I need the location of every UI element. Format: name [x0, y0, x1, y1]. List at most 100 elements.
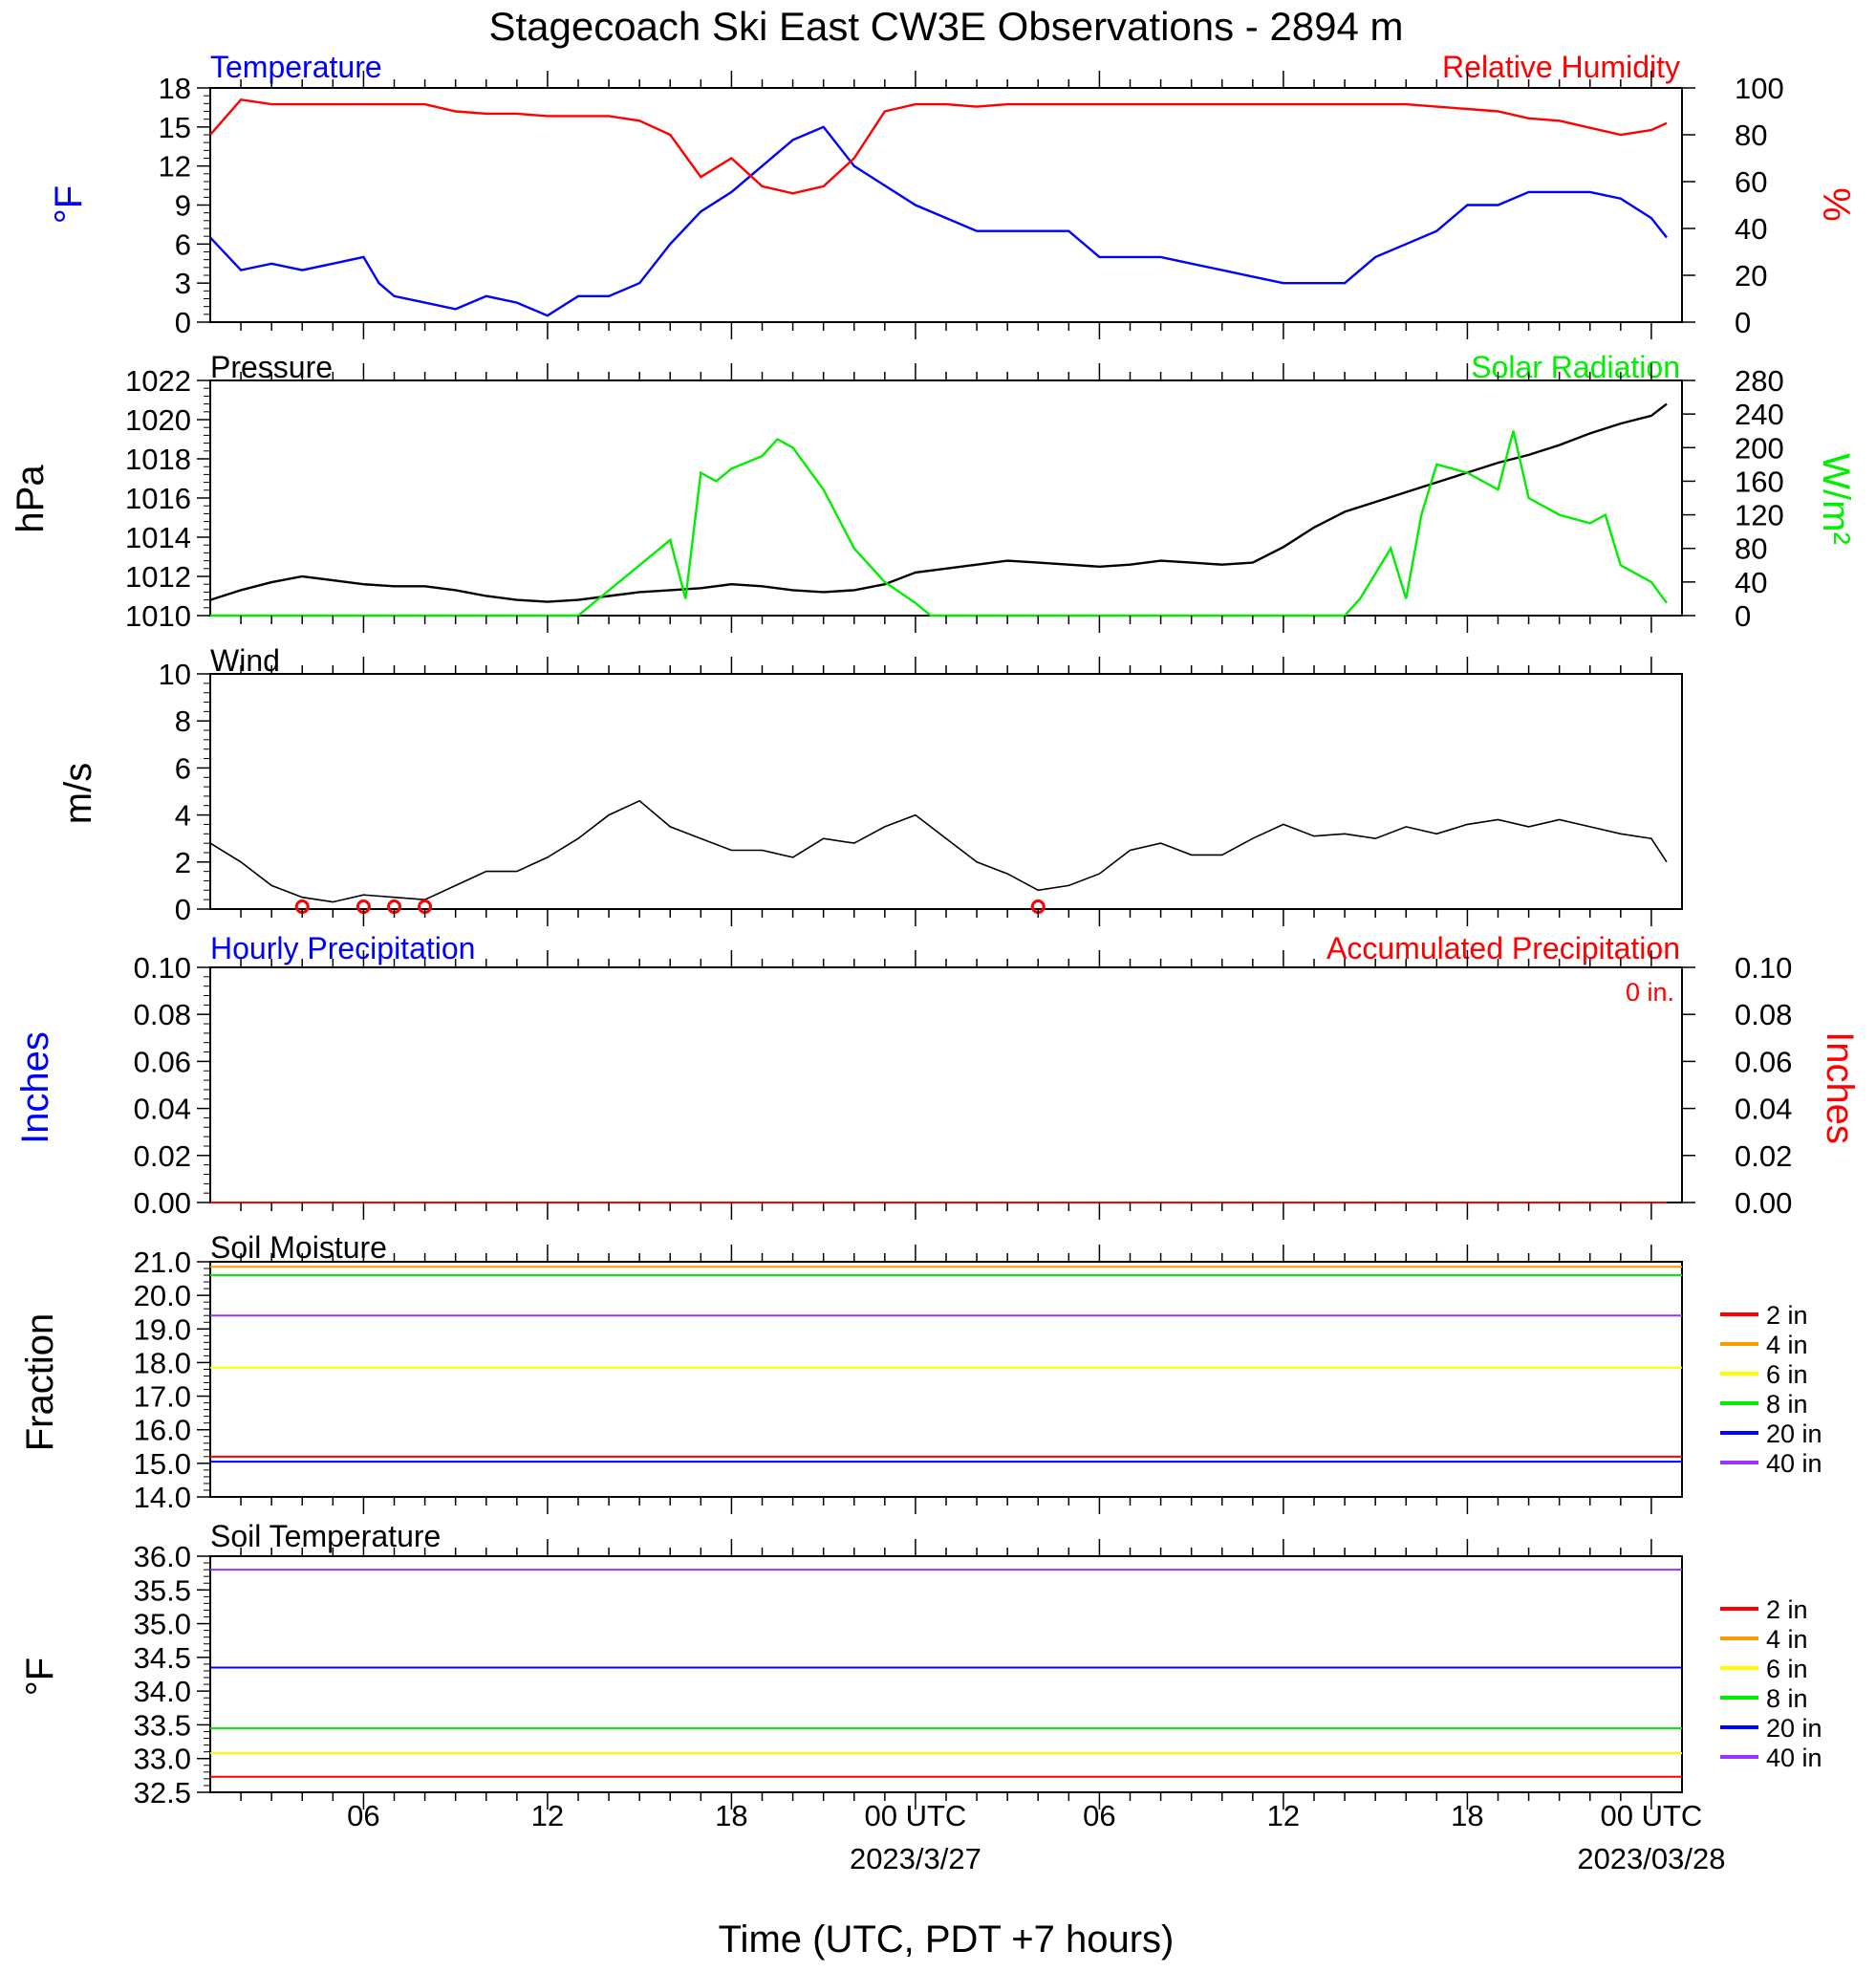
soil_moisture-ytick-label: 21.0	[134, 1246, 191, 1279]
pressure-ytick-right-label: 200	[1735, 431, 1784, 465]
legend-label: 4 in	[1766, 1625, 1808, 1654]
soil_temperature-ytick-label: 33.5	[134, 1708, 191, 1742]
legend-label: 4 in	[1766, 1331, 1808, 1359]
precip-ytick-right-label: 0.10	[1735, 951, 1792, 985]
x-tick-label: 12	[1267, 1799, 1300, 1832]
legend-label: 8 in	[1766, 1684, 1808, 1713]
wind-ytick-label: 0	[175, 893, 191, 926]
legend-label: 8 in	[1766, 1390, 1808, 1419]
pressure-ytick-right-label: 80	[1735, 532, 1767, 566]
x-tick-label: 06	[1083, 1799, 1115, 1832]
legend-label: 20 in	[1766, 1419, 1822, 1448]
precip-ytick-right-label: 0.04	[1735, 1093, 1792, 1126]
soil_temperature-ytick-label: 36.0	[134, 1540, 191, 1573]
soil-temperature-title: Soil Temperature	[210, 1519, 441, 1553]
x-tick-label: 06	[347, 1799, 379, 1832]
temperature-y-label: °F	[48, 185, 90, 224]
soil_temperature-ytick-label: 32.5	[134, 1776, 191, 1809]
temperature-ytick-label: 9	[175, 189, 191, 223]
humidity-title: Relative Humidity	[1442, 50, 1680, 84]
pressure-ytick-label: 1016	[125, 482, 191, 515]
pressure-ytick-label: 1020	[125, 403, 191, 437]
precip-frame	[209, 966, 1683, 1203]
soil_temperature-frame	[209, 1555, 1683, 1793]
solar-title: Solar Radiation	[1471, 350, 1680, 384]
temperature-ytick-label: 15	[159, 111, 191, 144]
pressure-ytick-right-label: 160	[1735, 465, 1784, 498]
series-relative-humidity	[209, 98, 1668, 195]
temperature-ytick-label: 12	[159, 150, 191, 184]
temperature-frame	[209, 87, 1683, 323]
legend-label: 6 in	[1766, 1655, 1808, 1683]
accum-precip-title: Accumulated Precipitation	[1326, 931, 1680, 965]
wind-title: Wind	[210, 643, 280, 678]
temperature-ytick-right-label: 20	[1735, 259, 1767, 293]
date-label: 2023/3/27	[850, 1842, 981, 1875]
precip-ytick-label: 0.04	[134, 1093, 191, 1126]
soil-temperature-y-label: °F	[19, 1658, 61, 1696]
temperature-ytick-label: 18	[159, 72, 191, 105]
soil_moisture-ytick-label: 20.0	[134, 1279, 191, 1312]
precip-ytick-label: 0.08	[134, 998, 191, 1031]
temperature-ytick-right-label: 60	[1735, 165, 1767, 199]
pressure-frame	[209, 379, 1683, 617]
pressure-ytick-right-label: 280	[1735, 364, 1784, 398]
precip-ytick-label: 0.06	[134, 1045, 191, 1078]
series-wind-speed	[209, 799, 1668, 903]
precip-ytick-right-label: 0.02	[1735, 1139, 1792, 1173]
temperature-ytick-right-label: 100	[1735, 72, 1784, 105]
hourly-precip-title: Hourly Precipitation	[210, 931, 475, 965]
x-tick-label: 00 UTC	[1601, 1799, 1703, 1832]
temperature-ytick-right-label: 40	[1735, 212, 1767, 246]
date-label: 2023/03/28	[1577, 1842, 1725, 1875]
x-axis-label: Time (UTC, PDT +7 hours)	[719, 1918, 1175, 1961]
precip-annotation: 0 in.	[1626, 978, 1674, 1007]
soil_temperature-ytick-label: 34.5	[134, 1641, 191, 1675]
pressure-ytick-label: 1012	[125, 560, 191, 594]
soil_moisture-ytick-label: 16.0	[134, 1414, 191, 1447]
pressure-ytick-right-label: 120	[1735, 499, 1784, 532]
soil_temperature-ytick-label: 33.0	[134, 1743, 191, 1776]
wind-ytick-label: 2	[175, 846, 191, 879]
pressure-ytick-right-label: 240	[1735, 398, 1784, 431]
wind-ytick-label: 4	[175, 799, 191, 833]
precip-ytick-label: 0.02	[134, 1139, 191, 1173]
legend-label: 40 in	[1766, 1744, 1822, 1772]
wind-ytick-label: 8	[175, 704, 191, 738]
wind-y-label: m/s	[57, 763, 99, 824]
pressure-ytick-label: 1014	[125, 521, 191, 554]
pressure-ytick-label: 1018	[125, 443, 191, 476]
precip-ytick-right-label: 0.06	[1735, 1045, 1792, 1078]
pressure-ytick-label: 1022	[125, 364, 191, 398]
soil_moisture-ytick-label: 17.0	[134, 1380, 191, 1414]
wind-ytick-label: 10	[159, 658, 191, 691]
wind-frame	[209, 673, 1683, 910]
pressure-ytick-right-label: 40	[1735, 566, 1767, 599]
chart-title: Stagecoach Ski East CW3E Observations - …	[488, 4, 1403, 49]
x-tick-label: 18	[1451, 1799, 1483, 1832]
series-solar-radiation	[210, 430, 1668, 618]
legend-label: 20 in	[1766, 1714, 1822, 1743]
soil_temperature-ytick-label: 35.0	[134, 1608, 191, 1641]
precip-left-y-label: Inches	[14, 1031, 56, 1144]
temperature-ytick-right-label: 80	[1735, 119, 1767, 152]
soil_temperature-ytick-label: 34.0	[134, 1675, 191, 1708]
soil-moisture-title: Soil Moisture	[210, 1230, 387, 1265]
temperature-ytick-right-label: 0	[1735, 306, 1751, 339]
precip-right-y-label: Inches	[1819, 1031, 1861, 1144]
temperature-title: Temperature	[210, 50, 382, 84]
temperature-ytick-label: 3	[175, 267, 191, 300]
soil_moisture-ytick-label: 18.0	[134, 1346, 191, 1379]
soil_temperature-ytick-label: 35.5	[134, 1573, 191, 1607]
temperature-ytick-label: 0	[175, 306, 191, 339]
precip-ytick-label: 0.00	[134, 1186, 191, 1220]
solar-y-label: W/m²	[1815, 453, 1857, 545]
data-series	[209, 98, 1682, 1778]
precip-ytick-label: 0.10	[134, 951, 191, 985]
x-tick-label: 12	[531, 1799, 564, 1832]
soil-moisture-y-label: Fraction	[19, 1313, 61, 1452]
legend-label: 40 in	[1766, 1449, 1822, 1478]
pressure-ytick-label: 1010	[125, 599, 191, 633]
